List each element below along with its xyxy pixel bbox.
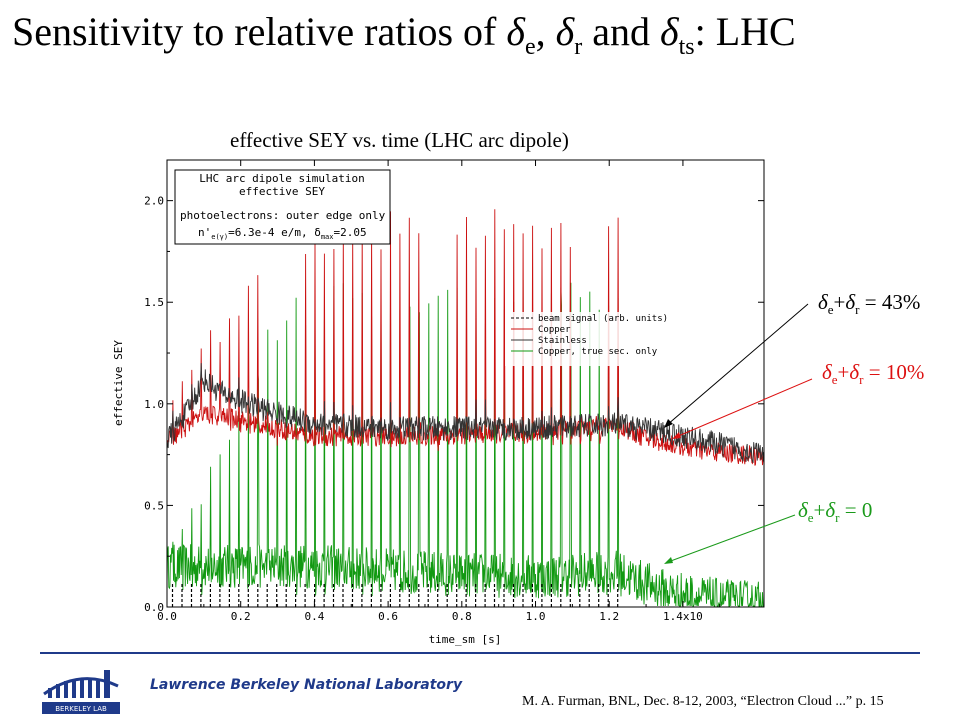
x-tick-label: 0.0 [157, 610, 177, 623]
x-axis-label: time_sm [s] [429, 633, 502, 646]
y-tick-label: 0.5 [144, 499, 164, 512]
info-box: LHC arc dipole simulation effective SEY … [174, 169, 391, 245]
footer-rule [40, 652, 920, 654]
berkeley-lab-logo: BERKELEY LAB [40, 664, 122, 716]
y-tick-label: 1.5 [144, 296, 164, 309]
citation: M. A. Furman, BNL, Dec. 8-12, 2003, “Ele… [522, 694, 884, 709]
series-layer [166, 209, 765, 607]
annotation-10: δe+δr = 10% [822, 360, 925, 388]
annotation-0: δe+δr = 0 [798, 498, 873, 526]
series-beam-signal [171, 582, 619, 607]
legend-label-stainless: Stainless [538, 336, 587, 346]
legend-label-copper-ts: Copper, true sec. only [538, 347, 658, 357]
y-tick-label: 0.0 [144, 601, 164, 614]
x-tick-label: 1.4x10 [663, 610, 703, 623]
x-tick-label: 0.6 [378, 610, 398, 623]
info-line-4: n'e(γ)=6.3e-4 e/m, δmax=2.05 [198, 226, 367, 241]
legend-label-copper: Copper [538, 325, 571, 335]
ticks-layer: 0.0 0.2 0.4 0.6 0.8 1.0 1.2 1.4x10 0.0 0.5 1.0 1.5 2… [144, 160, 764, 623]
x-tick-label: 0.2 [231, 610, 251, 623]
arrow-43 [666, 303, 809, 426]
x-tick-label: 0.8 [452, 610, 472, 623]
series-copper-ts-line [166, 279, 764, 607]
y-axis-label: effective SEY [112, 340, 125, 426]
lab-name: Lawrence Berkeley National Laboratory [150, 677, 463, 693]
series-stainless-line [166, 363, 765, 464]
legend: beam signal (arb. units) Copper Stainles… [505, 312, 687, 366]
annotation-43: δe+δr = 43% [818, 290, 921, 318]
plot-frame [166, 159, 765, 608]
arrow-10 [675, 378, 813, 438]
info-line-3: photoelectrons: outer edge only [180, 209, 386, 222]
y-tick-label: 2.0 [144, 195, 164, 208]
y-tick-label: 1.0 [144, 398, 164, 411]
info-line-2: effective SEY [239, 185, 325, 198]
slide-title: Sensitivity to relative ratios of δe, δr… [12, 9, 796, 60]
x-tick-label: 0.4 [304, 610, 324, 623]
chart-title: effective SEY vs. time (LHC arc dipole) [230, 128, 569, 152]
annotation-arrows [664, 303, 813, 564]
info-line-1: LHC arc dipole simulation [199, 172, 365, 185]
arrow-0 [667, 514, 796, 563]
x-tick-label: 1.0 [526, 610, 546, 623]
legend-label-beam: beam signal (arb. units) [538, 314, 668, 324]
svg-text:BERKELEY LAB: BERKELEY LAB [55, 705, 107, 713]
x-tick-label: 1.2 [599, 610, 619, 623]
